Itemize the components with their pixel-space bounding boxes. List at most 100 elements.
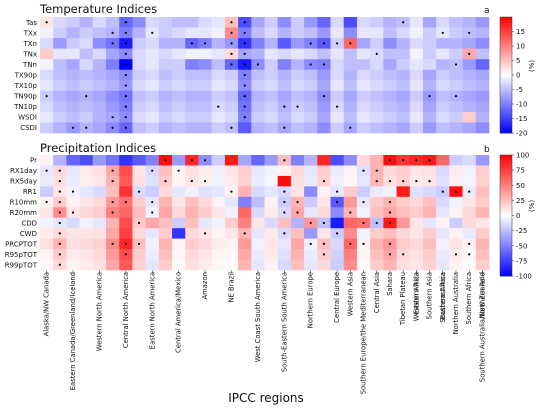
prec-cell: [132, 175, 146, 187]
temp-cell: [185, 69, 199, 81]
prec-colorbar-tick-label: 25: [516, 197, 525, 205]
temp-significance-dot: [45, 21, 48, 24]
temp-cell: [317, 101, 331, 113]
prec-cell: [356, 175, 371, 187]
temp-cell: [343, 59, 358, 71]
temp-cell: [383, 59, 397, 71]
prec-cell: [264, 238, 279, 250]
x-tick-label: West Coast South America: [254, 272, 262, 362]
prec-cell: [317, 165, 331, 177]
temp-cell: [475, 27, 490, 39]
prec-cell: [330, 259, 345, 271]
temp-cell: [317, 122, 331, 134]
prec-cell: [224, 217, 239, 229]
prec-cell: [449, 165, 463, 177]
temp-cell: [198, 59, 212, 71]
temp-cell: [304, 80, 318, 92]
prec-cell: [396, 228, 411, 239]
prec-significance-dot: [203, 180, 207, 183]
temp-cell: [66, 69, 80, 81]
temp-significance-dot: [375, 52, 378, 56]
prec-colorbar-segment: [500, 165, 512, 168]
temp-cell: [224, 111, 239, 123]
temp-cell: [277, 59, 292, 71]
prec-colorbar-segment: [500, 182, 512, 185]
temp-cell: [317, 69, 331, 81]
prec-cell: [264, 207, 279, 219]
prec-colorbar-segment: [500, 257, 512, 260]
temp-cell: [185, 122, 199, 134]
temp-significance-dot: [336, 105, 339, 108]
prec-cell: [92, 259, 107, 271]
prec-cell: [238, 165, 252, 177]
prec-cell: [238, 207, 252, 219]
prec-cell: [79, 196, 94, 208]
temp-cell: [132, 101, 146, 113]
temp-significance-dot: [151, 31, 154, 34]
temp-colorbar-tick-label: 0: [516, 72, 520, 80]
prec-cell: [343, 228, 358, 239]
temp-row-label: Tas: [25, 19, 37, 27]
prec-cell: [66, 165, 80, 177]
temp-cell: [383, 80, 397, 92]
prec-cell: [106, 249, 120, 260]
prec-row-label: R95pTOT: [5, 251, 38, 259]
temp-colorbar-segment: [500, 25, 512, 28]
prec-significance-dot: [388, 211, 392, 214]
prec-cell: [264, 175, 279, 187]
prec-cell: [396, 238, 411, 250]
temp-cell: [462, 111, 477, 123]
temp-cell: [132, 69, 146, 81]
temp-cell: [475, 122, 490, 134]
temp-cell: [449, 80, 463, 92]
prec-cell: [449, 155, 463, 166]
temp-colorbar-segment: [500, 93, 512, 96]
prec-cell: [132, 196, 146, 208]
prec-cell: [132, 207, 146, 219]
temp-cell: [449, 27, 463, 39]
prec-cell: [462, 217, 477, 229]
temp-cell: [53, 69, 67, 81]
temp-colorbar-segment: [500, 18, 512, 21]
temp-cell: [409, 27, 424, 39]
prec-significance-dot: [283, 232, 286, 235]
prec-cell: [66, 175, 80, 187]
prec-cell: [343, 259, 358, 271]
colorbar-precipitation: 100 75 50 25 0 -25 -50 -75 -100: [499, 152, 532, 281]
temp-cell: [449, 69, 463, 81]
heatmap-temperature: Tas TXx TXn TNx TNn TX90p TX10p TN90p TN10p WSDI C…: [13, 17, 490, 134]
prec-colorbar-segment: [500, 271, 512, 274]
prec-significance-dot: [283, 159, 286, 162]
temp-colorbar-segment: [500, 86, 512, 89]
prec-significance-dot: [322, 180, 326, 183]
temp-colorbar-segment: [500, 34, 512, 37]
temp-cell: [343, 111, 358, 123]
prec-colorbar-segment: [500, 233, 512, 236]
prec-cell: [436, 196, 450, 208]
prec-significance-dot: [336, 190, 339, 193]
prec-cell: [304, 175, 318, 187]
temp-cell: [172, 69, 186, 81]
temp-cell: [158, 27, 173, 39]
temp-cell: [343, 17, 358, 28]
temp-cell: [449, 122, 463, 134]
temp-cell: [436, 101, 450, 113]
temp-significance-dot: [243, 31, 246, 34]
temp-colorbar-tick-label: -20: [516, 130, 527, 138]
prec-colorbar-segment: [500, 159, 512, 162]
temp-significance-dot: [243, 94, 246, 98]
prec-cell: [40, 217, 54, 229]
prec-cell: [290, 155, 305, 166]
temp-cell: [132, 90, 146, 102]
prec-cell: [409, 186, 424, 198]
prec-cell: [66, 155, 80, 166]
prec-cell: [92, 238, 107, 250]
temp-significance-dot: [349, 126, 352, 129]
prec-cell: [251, 186, 265, 198]
prec-cell: [343, 165, 358, 177]
prec-cell: [396, 186, 411, 198]
temp-significance-dot: [322, 63, 326, 66]
prec-colorbar-segment: [500, 254, 512, 257]
prec-cell: [475, 186, 490, 198]
temp-cell: [66, 80, 80, 92]
